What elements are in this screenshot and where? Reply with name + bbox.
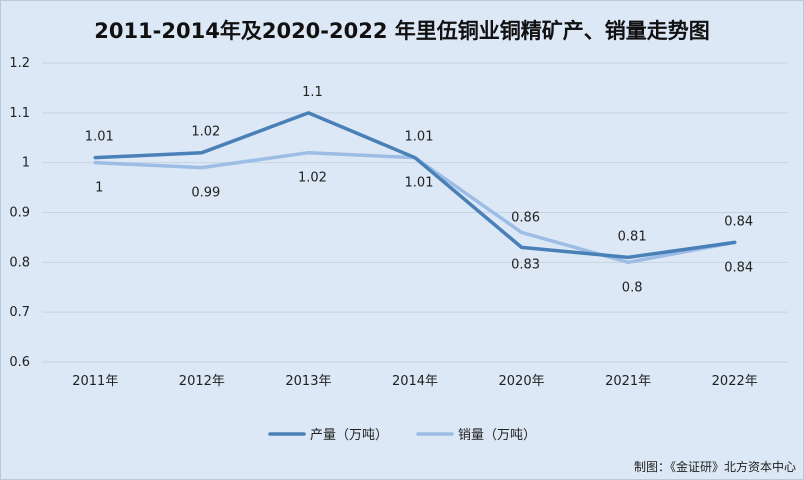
data-labels: 1.01 1.02 1.1 1.01 0.83 0.81 0.84 1 0.99 1.02 1.01… — [85, 85, 753, 296]
data-label-sales-3: 1.01 — [405, 176, 434, 191]
chart-credit: 制图：《金证研》北方资本中心 — [634, 459, 796, 474]
data-label-sales-4: 0.86 — [511, 210, 540, 225]
y-axis: 0.6 0.7 0.8 0.9 1 1.1 1.2 — [9, 56, 30, 370]
data-label-production-5: 0.81 — [618, 229, 647, 244]
gridlines — [42, 62, 788, 363]
legend-label-1: 销量（万吨） — [458, 428, 536, 443]
x-tick-label-3: 2014年 — [392, 374, 438, 389]
x-tick-label-4: 2020年 — [499, 374, 545, 389]
data-label-production-6: 0.84 — [724, 214, 753, 229]
chart-title: 2011-2014年及2020-2022 年里伍铜业铜精矿产、销量走势图 — [94, 19, 710, 43]
legend-label-0: 产量（万吨） — [310, 428, 388, 443]
x-tick-label-0: 2011年 — [72, 374, 118, 389]
data-label-production-0: 1.01 — [85, 130, 114, 145]
data-label-sales-2: 1.02 — [298, 171, 327, 186]
x-tick-label-6: 2022年 — [712, 374, 758, 389]
x-tick-label-2: 2013年 — [285, 374, 331, 389]
y-tick-label-2: 0.8 — [9, 255, 30, 270]
series-lines — [93, 111, 737, 265]
y-tick-label-3: 0.9 — [9, 206, 30, 221]
x-tick-label-5: 2021年 — [605, 374, 651, 389]
y-tick-label-4: 1 — [22, 156, 30, 171]
data-label-sales-1: 0.99 — [191, 186, 220, 201]
data-label-sales-6: 0.84 — [724, 260, 753, 275]
y-tick-label-5: 1.1 — [9, 106, 30, 121]
data-label-sales-0: 1 — [95, 181, 103, 196]
y-tick-label-1: 0.7 — [9, 305, 30, 320]
data-label-sales-5: 0.8 — [622, 280, 643, 295]
y-tick-label-6: 1.2 — [9, 56, 30, 71]
y-tick-label-0: 0.6 — [9, 355, 30, 370]
data-label-production-2: 1.1 — [302, 85, 323, 100]
data-label-production-1: 1.02 — [191, 125, 220, 140]
data-label-production-4: 0.83 — [511, 257, 540, 272]
series-line-0 — [93, 111, 737, 260]
legend: 产量（万吨） 销量（万吨） — [268, 428, 536, 443]
series-line-1 — [93, 150, 737, 265]
data-label-production-3: 1.01 — [405, 130, 434, 145]
x-tick-label-1: 2012年 — [179, 374, 225, 389]
x-axis: 2011年 2012年 2013年 2014年 2020年 2021年 2022年 — [72, 374, 758, 389]
